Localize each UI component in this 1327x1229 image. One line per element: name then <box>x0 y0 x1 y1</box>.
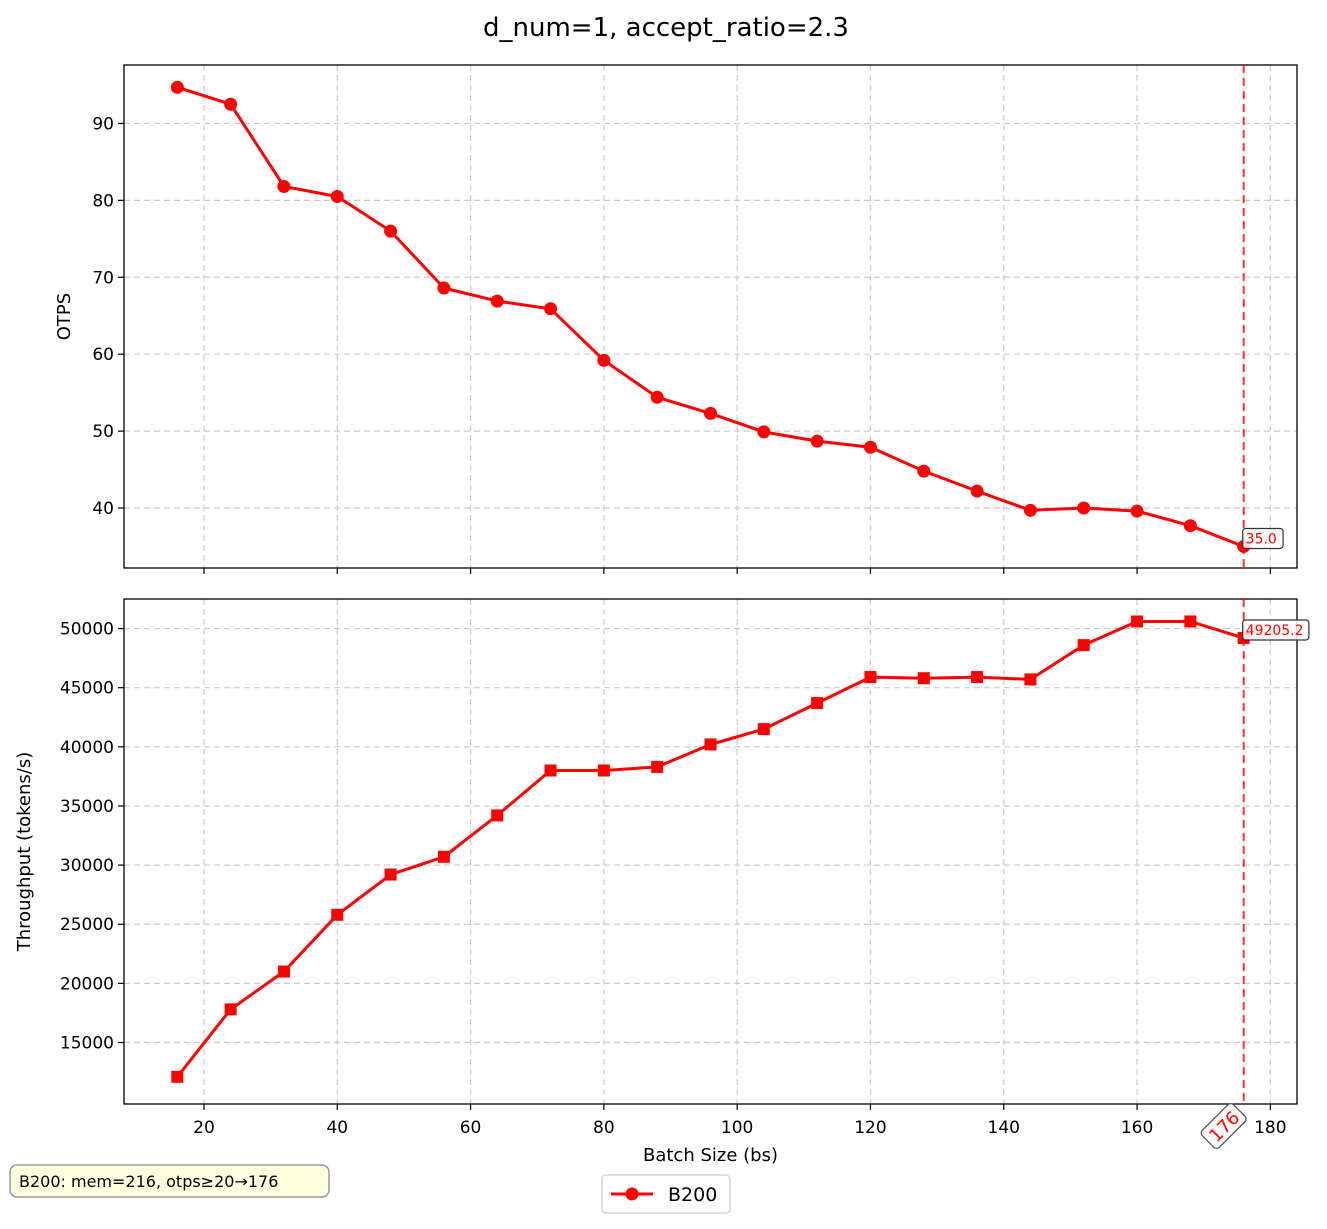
otps-data-point <box>917 464 931 478</box>
throughput-y-tick-label: 35000 <box>60 797 114 817</box>
otps-y-tick-label: 80 <box>92 191 114 211</box>
throughput-data-point <box>757 723 770 736</box>
otps-data-point <box>863 440 877 454</box>
otps-data-point <box>597 353 611 367</box>
config-note-box <box>9 1164 330 1198</box>
throughput-y-tick-label: 30000 <box>60 856 114 876</box>
throughput-data-point <box>704 738 717 751</box>
config-note-text: B200: mem=216, otps≥20→176 <box>19 1172 278 1191</box>
otps-data-point <box>757 425 771 439</box>
legend-frame <box>601 1174 731 1214</box>
throughput-y-tick-label: 45000 <box>60 679 114 699</box>
throughput-y-tick-label: 15000 <box>60 1034 114 1054</box>
otps-axes-frame <box>123 64 1298 569</box>
legend-marker-swatch <box>625 1187 639 1201</box>
otps-data-point <box>810 434 824 448</box>
legend-label: B200 <box>668 1184 717 1206</box>
otps-y-tick-label: 40 <box>92 499 114 519</box>
throughput-panel: 20 40 60 80 100 120 140 160 180 15000 20000 25000 30… <box>14 598 1310 1166</box>
throughput-y-tick-label: 50000 <box>60 620 114 640</box>
throughput-y-axis-label: Throughput (tokens/s) <box>14 752 35 952</box>
otps-data-point <box>1077 501 1091 515</box>
throughput-x-axis-label: Batch Size (bs) <box>643 1145 778 1166</box>
throughput-data-point <box>1024 673 1037 686</box>
config-note: B200: mem=216, otps≥20→176 <box>9 1164 330 1198</box>
otps-data-point <box>970 484 984 498</box>
throughput-x-tick-label: 120 <box>854 1118 886 1138</box>
throughput-data-point <box>277 965 290 978</box>
otps-data-point <box>1183 519 1197 533</box>
otps-y-tick-label: 50 <box>92 422 114 442</box>
otps-data-point <box>277 180 291 194</box>
throughput-x-tick-label: 60 <box>460 1118 482 1138</box>
otps-y-axis-label: OTPS <box>54 293 75 340</box>
throughput-x-tick-label: 100 <box>721 1118 753 1138</box>
throughput-data-point <box>544 764 557 777</box>
otps-data-point <box>1023 503 1037 517</box>
otps-data-point <box>704 406 717 420</box>
throughput-data-point <box>597 764 610 777</box>
throughput-data-point <box>1077 639 1090 652</box>
throughput-y-tick-label: 20000 <box>60 974 114 994</box>
throughput-data-point <box>864 671 877 684</box>
otps-annotation-text: 35.0 <box>1246 531 1277 547</box>
otps-panel: 40 50 60 70 80 90 OTPS 35.0 <box>54 64 1298 574</box>
throughput-data-point <box>1184 615 1197 628</box>
otps-annotation-box <box>1242 527 1284 550</box>
figure-title: d_num=1, accept_ratio=2.3 <box>483 13 849 43</box>
otps-data-point <box>1130 504 1144 518</box>
throughput-data-point <box>811 697 824 710</box>
legend: B200 <box>601 1174 731 1214</box>
throughput-x-tick-label: 160 <box>1121 1118 1153 1138</box>
otps-data-point <box>384 224 398 238</box>
throughput-y-tick-label: 25000 <box>60 915 114 935</box>
throughput-data-point <box>917 672 930 685</box>
otps-y-tick-label: 90 <box>92 114 114 134</box>
throughput-data-point <box>437 850 450 863</box>
throughput-data-point <box>224 1003 237 1016</box>
throughput-data-point <box>384 868 397 881</box>
otps-y-tick-label: 70 <box>92 268 114 288</box>
throughput-data-point <box>171 1070 184 1083</box>
throughput-data-point <box>971 671 984 684</box>
throughput-data-point <box>651 760 664 773</box>
throughput-x-tick-label: 40 <box>326 1118 348 1138</box>
otps-y-tick-label: 60 <box>92 345 114 365</box>
throughput-x-tick-label: 20 <box>193 1118 215 1138</box>
throughput-data-point <box>331 908 344 921</box>
otps-data-point <box>544 302 558 316</box>
otps-data-point <box>224 97 238 111</box>
otps-data-point <box>330 190 344 204</box>
otps-data-point <box>490 294 504 308</box>
throughput-data-point <box>1131 615 1144 628</box>
throughput-x-tick-label: 140 <box>988 1118 1020 1138</box>
otps-data-point <box>437 281 451 295</box>
throughput-x-tick-label: 80 <box>593 1118 615 1138</box>
throughput-data-point <box>491 809 504 822</box>
throughput-annotation-text: 49205.2 <box>1246 623 1304 639</box>
throughput-vline-label-box <box>1200 1102 1247 1150</box>
otps-data-point <box>650 390 664 404</box>
throughput-x-tick-label: 180 <box>1254 1118 1286 1138</box>
throughput-y-tick-label: 40000 <box>60 738 114 758</box>
otps-data-point <box>170 80 184 94</box>
throughput-annotation-box <box>1242 619 1310 641</box>
throughput-axes-frame <box>123 598 1298 1105</box>
